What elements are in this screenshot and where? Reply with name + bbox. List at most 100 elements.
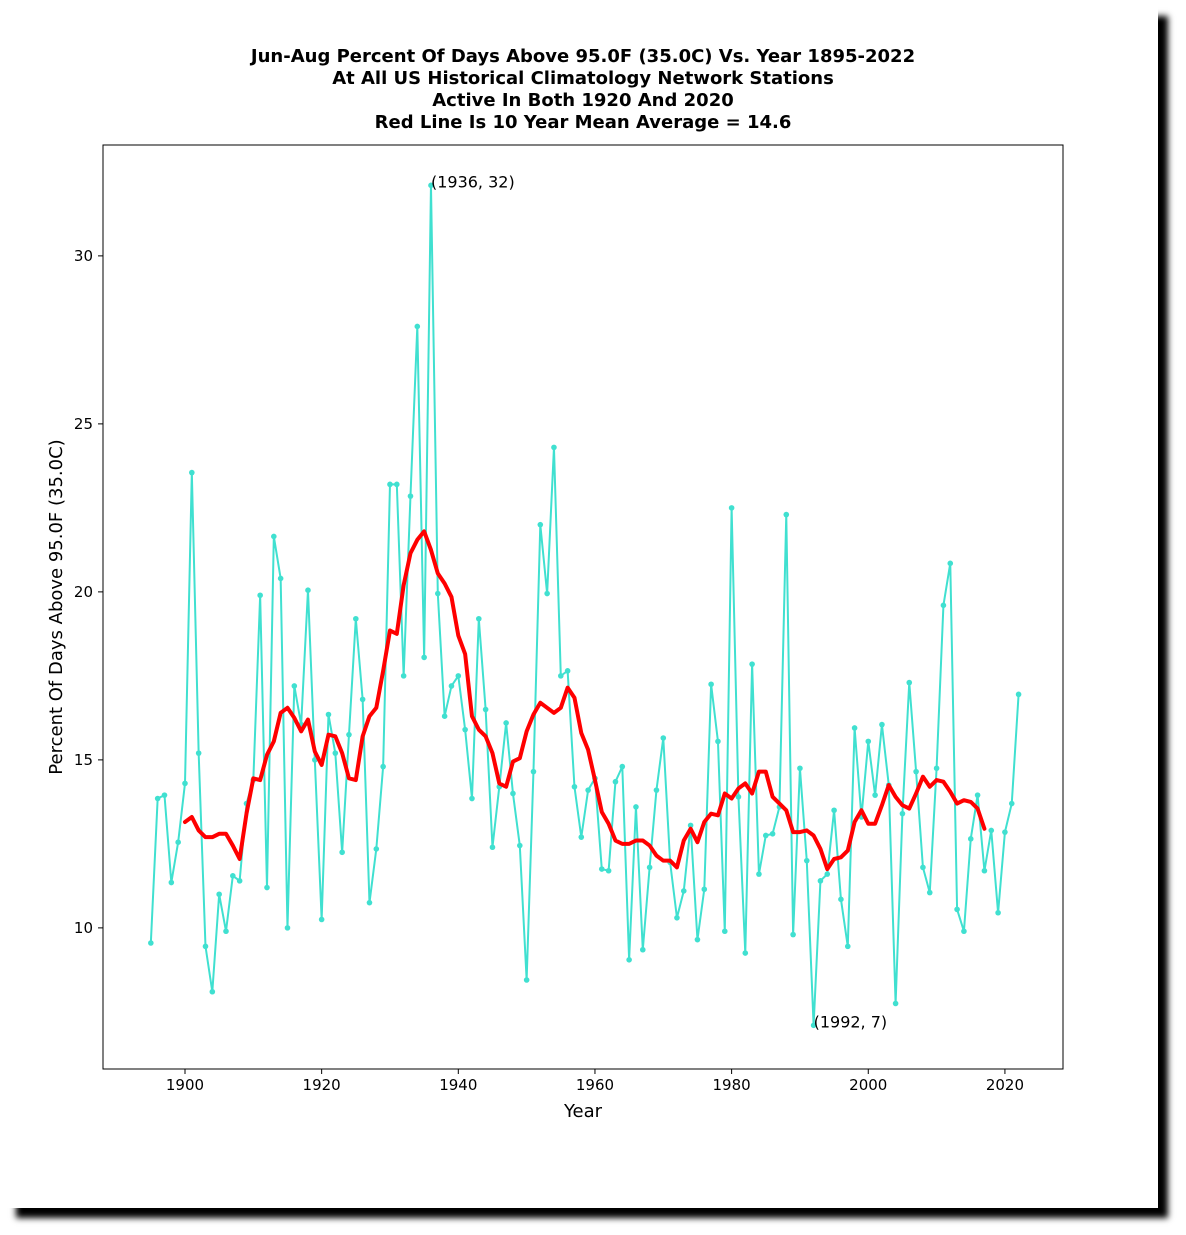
data-point [564, 668, 571, 674]
data-point [353, 615, 359, 622]
data-point [913, 768, 919, 775]
data-point [346, 731, 352, 738]
data-point [168, 879, 175, 886]
data-point [1002, 829, 1008, 835]
data-point [790, 931, 796, 938]
x-tick-label: 2020 [986, 1076, 1024, 1094]
data-point [598, 866, 605, 872]
data-point [523, 977, 530, 983]
data-point [161, 792, 168, 798]
point-annotation: (1992, 7) [814, 1012, 888, 1031]
data-point [195, 750, 202, 756]
data-point [954, 906, 960, 913]
data-point [435, 590, 441, 597]
data-point [537, 521, 544, 528]
x-axis-ticks: 1900 1920 1940 1960 1980 2000 2020 [166, 1069, 1024, 1094]
data-point [721, 928, 728, 935]
y-tick-label: 25 [74, 415, 93, 433]
data-point [646, 864, 653, 871]
data-point [585, 787, 591, 793]
y-tick-label: 15 [74, 751, 93, 769]
data-point [995, 909, 1001, 916]
data-point [906, 679, 913, 686]
annotations: (1936, 32) (1992, 7) [431, 172, 887, 1031]
data-point [653, 787, 660, 793]
data-point [264, 884, 270, 891]
data-point [803, 857, 810, 864]
data-point [209, 988, 216, 995]
data-point [756, 871, 762, 877]
data-point [797, 765, 803, 772]
data-point [974, 792, 981, 798]
data-point [148, 940, 154, 946]
data-point [851, 725, 858, 731]
series-layer [148, 182, 1022, 1029]
data-point [817, 878, 824, 884]
data-point [605, 867, 612, 874]
data-point [339, 849, 345, 856]
data-point [619, 763, 626, 770]
data-point [872, 792, 878, 798]
x-tick-label: 1900 [166, 1076, 204, 1094]
data-point [332, 750, 339, 756]
y-tick-label: 30 [74, 247, 93, 265]
data-point [271, 533, 277, 540]
data-point [824, 871, 831, 877]
data-point [373, 846, 380, 852]
data-point [762, 832, 769, 839]
data-point [612, 778, 619, 785]
data-point [920, 864, 926, 871]
x-tick-label: 2000 [849, 1076, 887, 1094]
data-point [400, 673, 407, 679]
data-point [359, 696, 366, 703]
data-point [961, 928, 967, 935]
data-point [366, 899, 373, 906]
data-point [831, 807, 837, 814]
y-tick-label: 20 [74, 583, 93, 601]
data-point [571, 783, 578, 790]
data-point [899, 810, 906, 817]
data-point [947, 560, 954, 567]
data-point [469, 795, 475, 802]
data-point [783, 511, 790, 518]
data-point [291, 683, 298, 689]
data-point [708, 681, 714, 688]
data-point [455, 673, 462, 679]
data-point [694, 936, 701, 943]
ten-year-mean-line [182, 529, 987, 872]
data-point [482, 706, 489, 713]
data-point [284, 925, 291, 931]
data-point [448, 683, 455, 689]
annual-series-line [149, 184, 1020, 1027]
data-point [701, 886, 708, 893]
data-point [967, 836, 974, 842]
data-point [516, 842, 523, 849]
data-point [462, 726, 468, 733]
data-point [735, 794, 742, 800]
data-point [879, 721, 885, 728]
data-point [476, 615, 482, 622]
data-point [510, 790, 516, 797]
x-tick-label: 1960 [576, 1076, 614, 1094]
data-point [503, 720, 509, 726]
data-point [838, 896, 844, 903]
data-point [1015, 691, 1022, 698]
data-point [236, 878, 243, 884]
x-tick-label: 1920 [303, 1076, 341, 1094]
data-point [530, 768, 537, 775]
data-point [277, 575, 284, 582]
data-point [639, 946, 646, 953]
data-point [223, 928, 229, 935]
x-tick-label: 1980 [713, 1076, 751, 1094]
data-point [742, 950, 749, 956]
data-point [680, 888, 687, 894]
data-point [940, 602, 947, 609]
data-point [687, 822, 694, 829]
data-point [441, 713, 448, 719]
data-point [988, 827, 995, 834]
plot-area [102, 144, 1064, 1070]
y-axis-label: Percent Of Days Above 95.0F (35.0C) [46, 439, 67, 774]
title-line-2: At All US Historical Climatology Network… [332, 68, 834, 89]
data-point [380, 763, 386, 770]
